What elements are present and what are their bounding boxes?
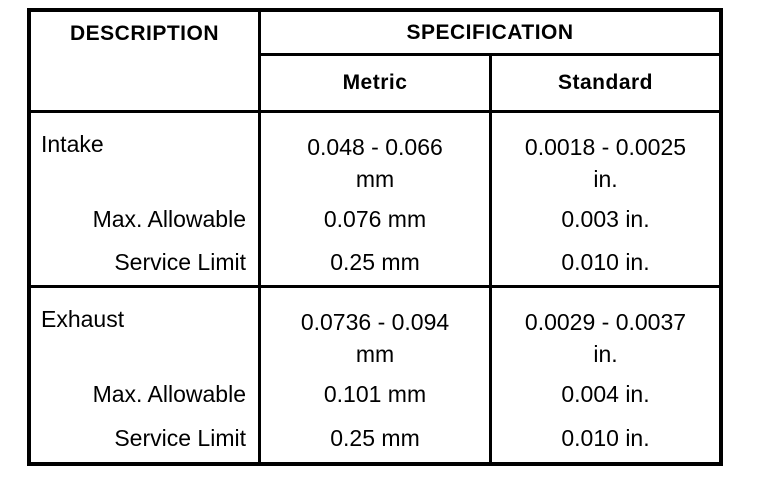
- exhaust-metric-range: 0.0736 - 0.094: [300, 309, 450, 335]
- intake-standard-range: 0.0018 - 0.0025: [524, 134, 687, 160]
- intake-max-allowable-label: Max. Allowable: [31, 199, 261, 239]
- intake-max-allowable-standard: 0.003 in.: [561, 205, 650, 232]
- exhaust-standard-range: 0.0029 - 0.0037: [524, 309, 687, 335]
- intake-service-limit-metric: 0.25 mm: [261, 239, 492, 288]
- header-specification: SPECIFICATION: [261, 12, 719, 56]
- intake-service-limit-label: Service Limit: [31, 239, 261, 288]
- exhaust-metric-unit: mm: [355, 341, 395, 367]
- header-metric: Metric: [261, 56, 492, 113]
- header-description: DESCRIPTION: [31, 12, 261, 113]
- intake-metric-range: 0.048 - 0.066: [307, 134, 443, 160]
- specification-table: DESCRIPTION SPECIFICATION Metric Standar…: [27, 8, 723, 466]
- exhaust-service-limit-metric: 0.25 mm: [261, 414, 492, 462]
- exhaust-service-limit-label: Service Limit: [31, 414, 261, 462]
- exhaust-standard-unit: in.: [593, 341, 618, 367]
- intake-label: Intake: [31, 113, 261, 199]
- exhaust-standard-value: 0.0029 - 0.0037 in.: [492, 288, 719, 374]
- exhaust-max-allowable-standard: 0.004 in.: [561, 380, 650, 407]
- exhaust-metric-value: 0.0736 - 0.094 mm: [261, 288, 492, 374]
- intake-metric-unit: mm: [355, 166, 395, 192]
- exhaust-service-limit-standard: 0.010 in.: [561, 424, 650, 451]
- intake-standard-unit: in.: [593, 166, 618, 192]
- intake-service-limit-standard: 0.010 in.: [492, 239, 719, 288]
- header-standard: Standard: [492, 56, 719, 113]
- exhaust-label: Exhaust: [31, 288, 261, 374]
- exhaust-max-allowable-label: Max. Allowable: [31, 374, 261, 414]
- intake-metric-value: 0.048 - 0.066 mm: [261, 113, 492, 199]
- exhaust-max-allowable-metric: 0.101 mm: [261, 374, 492, 414]
- intake-max-allowable-metric: 0.076 mm: [261, 199, 492, 239]
- intake-standard-value: 0.0018 - 0.0025 in.: [492, 113, 719, 199]
